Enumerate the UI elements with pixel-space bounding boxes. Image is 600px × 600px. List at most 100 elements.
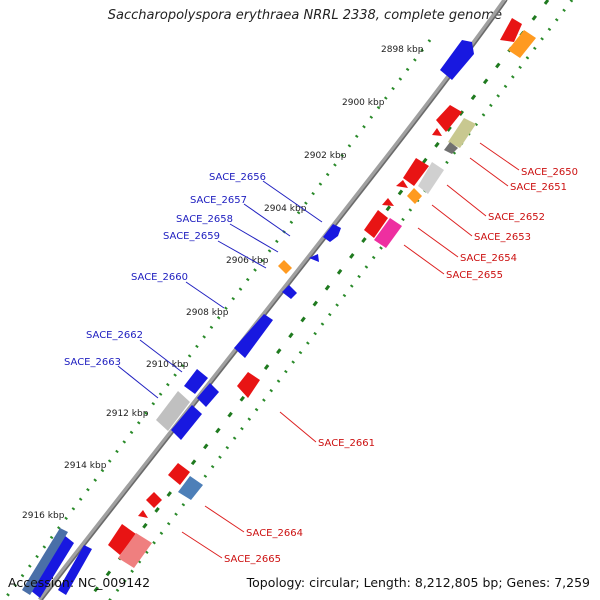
gene-feature[interactable] (396, 180, 408, 188)
tick-mark (130, 569, 134, 573)
gene-feature[interactable] (382, 198, 394, 206)
gene-label[interactable]: SACE_2662 (86, 330, 143, 341)
tick-mark (474, 122, 479, 127)
tick-mark (481, 113, 486, 117)
tick-mark (304, 201, 308, 205)
tick-mark (115, 449, 119, 454)
gene-feature[interactable] (197, 383, 219, 407)
tick-mark (231, 296, 236, 301)
tick-mark (427, 39, 432, 43)
gene-feature[interactable] (58, 545, 92, 595)
gene-feature[interactable] (282, 285, 297, 299)
tick-mark (136, 421, 141, 425)
tick-mark (245, 277, 250, 282)
gene-feature[interactable] (374, 218, 402, 248)
gene-feature[interactable] (436, 105, 462, 132)
gene-feature[interactable] (156, 391, 190, 431)
tick-mark (398, 77, 403, 81)
leader-line (403, 244, 445, 275)
gene-label[interactable]: SACE_2661 (318, 438, 375, 449)
forward-gene-labels: SACE_2656 SACE_2657 SACE_2658 SACE_2659 SACE… (64, 172, 323, 399)
leader-line (279, 411, 317, 443)
gene-feature[interactable] (440, 40, 474, 80)
tick-mark (291, 360, 295, 364)
gene-feature[interactable] (138, 510, 148, 518)
gene-label[interactable]: SACE_2652 (488, 212, 545, 223)
gene-label[interactable]: SACE_2651 (510, 182, 567, 193)
leader-line (417, 227, 459, 258)
tick-mark (275, 239, 279, 244)
gene-feature[interactable] (309, 254, 319, 262)
gene-feature[interactable] (448, 118, 476, 148)
gene-feature[interactable] (146, 492, 162, 508)
tick-mark (209, 325, 214, 330)
gene-feature[interactable] (22, 528, 68, 595)
kbp-label: 2914 kbp (64, 461, 107, 471)
gene-label[interactable]: SACE_2657 (190, 195, 247, 206)
leader-line (229, 223, 279, 253)
tick-mark (71, 507, 76, 511)
leader-line (204, 505, 245, 533)
tick-mark (6, 593, 10, 597)
gene-feature[interactable] (118, 533, 152, 568)
gene-feature[interactable] (323, 224, 341, 242)
gene-label[interactable]: SACE_2660 (131, 272, 188, 283)
tick-mark (210, 464, 215, 469)
gene-feature[interactable] (171, 405, 202, 440)
gene-label[interactable]: SACE_2664 (246, 528, 303, 539)
tick-mark (173, 373, 177, 377)
leader-line (181, 531, 223, 559)
tick-mark (215, 427, 221, 434)
gene-feature[interactable] (364, 210, 388, 238)
tick-mark (203, 443, 209, 450)
leader-line (262, 180, 323, 223)
gene-label[interactable]: SACE_2653 (474, 232, 531, 243)
tick-mark (262, 398, 266, 402)
tick-mark (64, 516, 68, 521)
tick-mark (78, 497, 83, 501)
gene-feature[interactable] (444, 142, 458, 154)
gene-label[interactable]: SACE_2658 (176, 214, 233, 225)
gene-label[interactable]: SACE_2665 (224, 554, 281, 565)
tick-mark (263, 364, 270, 370)
gene-feature[interactable] (234, 314, 273, 358)
gene-feature[interactable] (418, 162, 444, 194)
gene-feature[interactable] (432, 128, 442, 136)
tick-mark (422, 157, 428, 164)
tick-mark (154, 506, 160, 513)
tick-mark (20, 573, 25, 578)
gene-feature[interactable] (278, 260, 292, 274)
gene-feature[interactable] (500, 18, 522, 42)
tick-mark (349, 253, 355, 259)
gene-feature[interactable] (178, 476, 203, 500)
gene-label[interactable]: SACE_2650 (521, 167, 578, 178)
tick-mark (166, 522, 171, 526)
gene-label[interactable]: SACE_2656 (209, 172, 266, 183)
gene-label[interactable]: SACE_2655 (446, 270, 503, 281)
tick-mark (260, 258, 265, 263)
tick-mark (434, 141, 440, 148)
gene-feature[interactable] (508, 30, 536, 58)
tick-mark (284, 369, 288, 374)
tick-mark (269, 388, 274, 393)
tick-mark (445, 160, 449, 165)
tick-mark (357, 274, 361, 279)
gene-feature[interactable] (237, 372, 260, 398)
gene-feature[interactable] (168, 463, 190, 485)
gene-feature[interactable] (108, 524, 136, 555)
tick-mark (364, 265, 369, 269)
tick-mark (452, 151, 457, 155)
gene-feature[interactable] (403, 158, 429, 186)
gene-feature[interactable] (407, 188, 422, 204)
tick-mark (362, 125, 366, 129)
tick-mark (543, 0, 550, 5)
gene-feature[interactable] (30, 535, 74, 598)
gene-feature[interactable] (184, 369, 208, 394)
gene-label[interactable]: SACE_2663 (64, 357, 121, 368)
tick-mark (122, 440, 127, 444)
genome-summary: Topology: circular; Length: 8,212,805 bp… (246, 575, 590, 590)
gene-label[interactable]: SACE_2654 (460, 253, 517, 264)
gene-label[interactable]: SACE_2659 (163, 231, 220, 242)
leader-line (139, 339, 183, 373)
